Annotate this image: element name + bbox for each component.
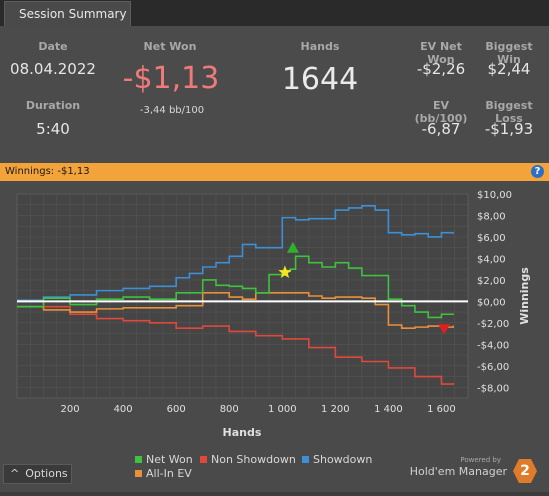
non-showdown-swatch (200, 456, 207, 463)
y-tick-label: -$8,00 (477, 383, 509, 394)
y-tick-label: $8,00 (477, 211, 506, 222)
hm2-logo-icon: 2 (513, 459, 537, 483)
chart-panel: $10,00 $8,00 $6,00 $4,00 $2,00 $0,00 -$2,00 -$4… (0, 181, 549, 492)
powered-by-text: Powered by (460, 456, 501, 464)
series-line-all-in-ev (17, 291, 454, 330)
legend-net-won-label: Net Won (146, 453, 193, 466)
biggest-loss-label: Biggest Loss (485, 99, 533, 125)
worst-hand-marker (438, 324, 451, 335)
x-tick-label: 1 400 (374, 404, 403, 415)
hands-label: Hands (300, 40, 340, 53)
date-label: Date (38, 40, 68, 53)
options-button[interactable]: ^ Options (3, 464, 72, 484)
x-tick-labels: 200 400 600 800 1 000 1 200 1 400 1 600 (61, 404, 456, 415)
y-tick-label: $4,00 (477, 254, 506, 265)
y-tick-label: -$2,00 (477, 319, 509, 330)
date-value: 08.04.2022 (10, 60, 96, 78)
ev-bb100-value: -6,87 (421, 120, 461, 138)
y-tick-labels: $10,00 $8,00 $6,00 $4,00 $2,00 $0,00 -$2,00 -$4… (477, 190, 512, 394)
legend-showdown-label: Showdown (313, 453, 373, 466)
tab-session-summary[interactable]: Session Summary (4, 1, 131, 26)
winnings-chart: $10,00 $8,00 $6,00 $4,00 $2,00 $0,00 -$2,00 -$4… (16, 190, 531, 439)
y-tick-label: $10,00 (477, 190, 512, 201)
chart-markers (278, 241, 451, 335)
chevron-up-icon: ^ (10, 467, 20, 480)
biggest-loss-value: -$1,93 (484, 120, 534, 138)
y-tick-label: -$4,00 (477, 340, 509, 351)
x-tick-label: 600 (167, 404, 186, 415)
bb100-value: -3,44 bb/100 (139, 105, 205, 116)
legend-showdown: Showdown (302, 453, 372, 466)
ev-net-won-label: EV Net Won (420, 40, 462, 66)
x-axis-label: Hands (223, 426, 262, 439)
y-tick-label: $0,00 (477, 297, 506, 308)
net-won-swatch (135, 456, 142, 463)
legend-non-showdown-label: Non Showdown (211, 453, 296, 466)
brand-name: Hold'em Manager (409, 465, 507, 478)
x-tick-label: 1 000 (268, 404, 297, 415)
series-line-non-showdown (17, 300, 454, 385)
net-won-label: Net Won (143, 40, 197, 53)
legend-all-in-ev: All-In EV (135, 467, 192, 480)
biggest-win-value: $2,44 (487, 60, 531, 78)
series-lines (17, 205, 468, 385)
y-tick-label: $6,00 (477, 233, 506, 244)
ev-bb100-label: EV (bb/100) (414, 99, 468, 125)
winnings-text: Winnings: -$1,13 (5, 166, 90, 177)
biggest-win-label: Biggest Win (485, 40, 533, 66)
showdown-swatch (302, 456, 309, 463)
x-tick-label: 800 (220, 404, 239, 415)
star-marker (278, 265, 292, 278)
duration-label: Duration (25, 99, 81, 112)
brand-logo: Powered by Hold'em Manager 2 (397, 456, 537, 486)
options-label: Options (25, 467, 68, 480)
duration-value: 5:40 (36, 120, 70, 138)
best-hand-marker (286, 241, 299, 253)
series-line-showdown (17, 205, 454, 302)
x-tick-label: 400 (114, 404, 133, 415)
x-tick-label: 1 200 (321, 404, 350, 415)
hands-value: 1644 (281, 62, 359, 97)
ev-net-won-value: -$2,26 (416, 60, 466, 78)
y-tick-label: -$6,00 (477, 362, 509, 373)
tab-bar: Session Summary (0, 0, 549, 26)
y-axis-label: Winnings (518, 267, 531, 325)
legend-all-in-ev-label: All-In EV (146, 467, 192, 480)
winnings-bar: Winnings: -$1,13 ? (0, 163, 549, 181)
legend-non-showdown: Non Showdown (200, 453, 296, 466)
all-in-ev-swatch (135, 470, 142, 477)
net-won-value: -$1,13 (122, 61, 220, 96)
legend-net-won: Net Won (135, 453, 193, 466)
y-tick-label: $2,00 (477, 276, 506, 287)
x-tick-label: 1 600 (427, 404, 456, 415)
session-summary-panel: Date 08.04.2022 Duration 5:40 Net Won -$… (0, 26, 549, 163)
help-icon[interactable]: ? (531, 165, 544, 178)
x-tick-label: 200 (61, 404, 80, 415)
